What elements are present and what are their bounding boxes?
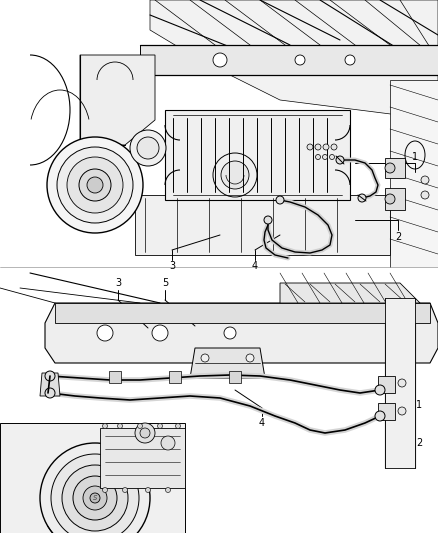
Circle shape [45, 388, 55, 398]
Circle shape [176, 424, 180, 429]
Circle shape [51, 454, 139, 533]
Circle shape [329, 155, 335, 159]
Circle shape [102, 424, 107, 429]
Circle shape [47, 137, 143, 233]
Circle shape [358, 194, 366, 202]
Circle shape [336, 156, 344, 164]
Polygon shape [80, 55, 155, 145]
Polygon shape [0, 0, 438, 268]
Polygon shape [165, 110, 350, 200]
Polygon shape [55, 303, 430, 323]
Polygon shape [378, 376, 395, 393]
Polygon shape [378, 403, 395, 420]
Circle shape [421, 176, 429, 184]
Circle shape [158, 424, 162, 429]
Polygon shape [150, 0, 438, 120]
Circle shape [130, 130, 166, 166]
Polygon shape [45, 303, 438, 363]
Circle shape [322, 155, 328, 159]
Text: s: s [93, 494, 97, 503]
Polygon shape [135, 195, 390, 255]
Circle shape [398, 407, 406, 415]
Circle shape [67, 157, 123, 213]
Circle shape [213, 153, 257, 197]
Circle shape [276, 196, 284, 204]
Circle shape [345, 55, 355, 65]
Polygon shape [280, 283, 420, 303]
Circle shape [138, 424, 142, 429]
Circle shape [331, 144, 337, 150]
Circle shape [375, 385, 385, 395]
Circle shape [135, 423, 155, 443]
Circle shape [221, 161, 249, 189]
Circle shape [45, 371, 55, 381]
Circle shape [213, 53, 227, 67]
Text: 2: 2 [416, 438, 422, 448]
Circle shape [375, 411, 385, 421]
Text: 3: 3 [115, 278, 121, 288]
Polygon shape [229, 371, 241, 383]
Circle shape [137, 137, 159, 159]
Circle shape [145, 488, 151, 492]
Circle shape [40, 443, 150, 533]
Circle shape [264, 216, 272, 224]
Polygon shape [385, 158, 405, 178]
Polygon shape [169, 371, 181, 383]
Circle shape [315, 155, 321, 159]
Circle shape [73, 476, 117, 520]
Circle shape [295, 55, 305, 65]
Polygon shape [385, 188, 405, 210]
Circle shape [385, 163, 395, 173]
Circle shape [224, 327, 236, 339]
Circle shape [152, 325, 168, 341]
Polygon shape [190, 348, 265, 378]
Text: 4: 4 [252, 261, 258, 271]
Polygon shape [40, 373, 60, 396]
Polygon shape [385, 298, 415, 468]
Polygon shape [109, 371, 121, 383]
Text: 4: 4 [259, 418, 265, 428]
Circle shape [398, 379, 406, 387]
Text: 5: 5 [162, 278, 168, 288]
Circle shape [161, 436, 175, 450]
Polygon shape [140, 45, 438, 75]
Circle shape [57, 147, 133, 223]
Circle shape [62, 465, 128, 531]
Text: 1: 1 [416, 400, 422, 410]
Circle shape [315, 144, 321, 150]
Circle shape [201, 354, 209, 362]
Circle shape [90, 493, 100, 503]
Circle shape [307, 144, 313, 150]
Circle shape [102, 488, 107, 492]
Circle shape [140, 428, 150, 438]
Circle shape [123, 488, 127, 492]
Circle shape [79, 169, 111, 201]
Circle shape [323, 144, 329, 150]
Circle shape [246, 354, 254, 362]
Text: 3: 3 [169, 261, 175, 271]
Polygon shape [0, 423, 185, 533]
Circle shape [83, 486, 107, 510]
Circle shape [166, 488, 170, 492]
Text: 1: 1 [412, 152, 418, 162]
Circle shape [97, 325, 113, 341]
Polygon shape [390, 80, 438, 268]
Polygon shape [100, 428, 185, 488]
Polygon shape [0, 268, 438, 533]
Text: 2: 2 [395, 232, 401, 242]
Circle shape [87, 177, 103, 193]
Circle shape [117, 424, 123, 429]
Circle shape [385, 194, 395, 204]
Circle shape [421, 191, 429, 199]
